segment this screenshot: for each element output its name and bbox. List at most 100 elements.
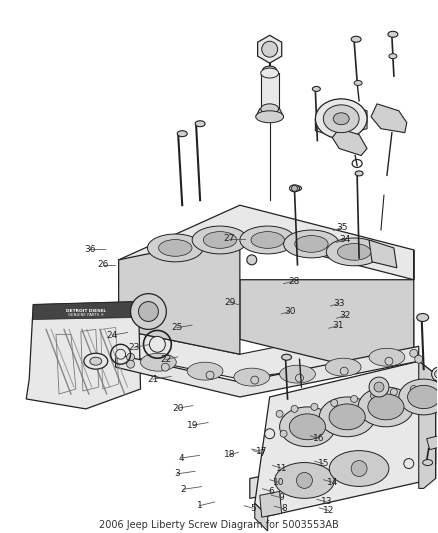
Circle shape	[295, 425, 302, 432]
Ellipse shape	[148, 234, 203, 262]
Text: 1: 1	[197, 501, 202, 510]
Text: 10: 10	[273, 478, 284, 487]
Ellipse shape	[329, 450, 389, 487]
Circle shape	[431, 367, 438, 381]
Polygon shape	[258, 35, 282, 63]
Text: 30: 30	[284, 307, 296, 316]
Circle shape	[369, 377, 389, 397]
Circle shape	[127, 360, 134, 368]
Ellipse shape	[319, 397, 375, 437]
Polygon shape	[371, 104, 407, 133]
Circle shape	[351, 461, 367, 477]
Text: 34: 34	[339, 236, 351, 244]
Ellipse shape	[389, 54, 397, 59]
Circle shape	[131, 294, 166, 329]
Text: 21: 21	[147, 375, 159, 384]
Polygon shape	[26, 302, 141, 409]
Ellipse shape	[290, 185, 300, 192]
Text: 20: 20	[172, 404, 184, 413]
Text: 14: 14	[327, 478, 339, 487]
Circle shape	[291, 406, 298, 413]
Circle shape	[297, 472, 312, 488]
Text: 29: 29	[224, 298, 236, 307]
Ellipse shape	[283, 230, 339, 258]
Ellipse shape	[417, 313, 429, 321]
Circle shape	[276, 410, 283, 417]
Circle shape	[371, 392, 378, 399]
Ellipse shape	[333, 113, 349, 125]
Ellipse shape	[84, 353, 108, 369]
Text: 12: 12	[323, 506, 334, 515]
Ellipse shape	[141, 353, 176, 371]
Text: 24: 24	[107, 330, 118, 340]
Polygon shape	[240, 250, 414, 367]
Circle shape	[127, 353, 134, 361]
Polygon shape	[255, 503, 268, 531]
Ellipse shape	[290, 414, 325, 440]
Circle shape	[374, 382, 384, 392]
Ellipse shape	[351, 36, 361, 42]
Circle shape	[251, 376, 259, 384]
Ellipse shape	[261, 104, 279, 114]
Circle shape	[206, 371, 214, 379]
Ellipse shape	[279, 365, 315, 383]
Text: 6: 6	[268, 487, 274, 496]
Ellipse shape	[195, 121, 205, 127]
Ellipse shape	[337, 244, 371, 260]
Ellipse shape	[234, 368, 270, 386]
Circle shape	[161, 363, 170, 371]
Polygon shape	[261, 73, 279, 109]
Polygon shape	[33, 302, 138, 319]
Text: DETROIT DIESEL: DETROIT DIESEL	[66, 309, 106, 312]
Ellipse shape	[177, 131, 187, 136]
Circle shape	[404, 458, 414, 469]
Text: 15: 15	[318, 459, 329, 469]
Circle shape	[390, 389, 397, 395]
Ellipse shape	[354, 80, 362, 85]
Polygon shape	[419, 361, 436, 488]
Ellipse shape	[423, 459, 433, 465]
Circle shape	[247, 255, 257, 265]
Text: 13: 13	[321, 497, 332, 506]
Ellipse shape	[261, 68, 279, 78]
Polygon shape	[116, 346, 419, 397]
Polygon shape	[119, 235, 240, 354]
Ellipse shape	[368, 394, 404, 420]
Ellipse shape	[326, 238, 382, 266]
Polygon shape	[119, 205, 414, 289]
Ellipse shape	[323, 105, 359, 133]
Text: 18: 18	[224, 450, 236, 459]
Text: 3: 3	[174, 470, 180, 479]
Text: 8: 8	[281, 504, 287, 513]
Circle shape	[149, 336, 165, 352]
Polygon shape	[315, 105, 367, 136]
Ellipse shape	[192, 226, 248, 254]
Text: 9: 9	[279, 493, 284, 502]
Text: 4: 4	[178, 454, 184, 463]
Circle shape	[385, 357, 393, 365]
Ellipse shape	[295, 236, 328, 252]
Ellipse shape	[275, 463, 334, 498]
Ellipse shape	[293, 186, 301, 191]
Text: 17: 17	[255, 447, 267, 456]
Text: 5: 5	[250, 504, 256, 513]
Ellipse shape	[329, 404, 365, 430]
Circle shape	[434, 370, 438, 378]
Circle shape	[280, 430, 287, 437]
Ellipse shape	[251, 232, 284, 248]
Ellipse shape	[355, 171, 363, 176]
Polygon shape	[260, 491, 282, 517]
Polygon shape	[256, 109, 283, 117]
Ellipse shape	[240, 226, 296, 254]
Polygon shape	[332, 128, 367, 156]
Ellipse shape	[256, 111, 283, 123]
Circle shape	[311, 403, 318, 410]
Circle shape	[138, 302, 159, 321]
Ellipse shape	[358, 387, 414, 427]
Text: 2: 2	[180, 485, 186, 494]
Polygon shape	[119, 319, 414, 379]
Ellipse shape	[399, 379, 438, 415]
Text: 36: 36	[84, 245, 95, 254]
Text: 32: 32	[339, 311, 351, 320]
Circle shape	[351, 395, 357, 402]
